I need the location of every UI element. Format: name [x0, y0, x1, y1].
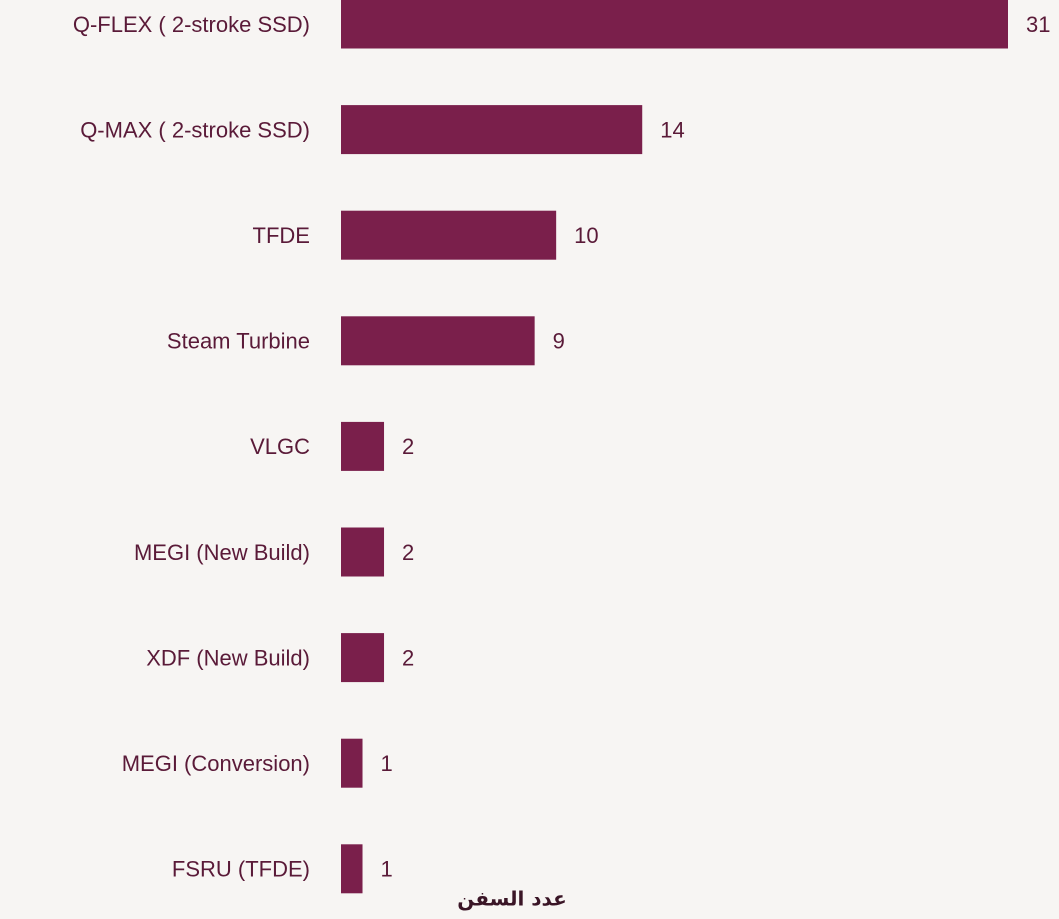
- y-tick-label: FSRU (TFDE): [172, 857, 310, 882]
- bar: [341, 105, 643, 155]
- y-tick-label: TFDE: [253, 223, 310, 248]
- bar: [341, 527, 385, 577]
- bar: [341, 738, 363, 788]
- bar: [341, 316, 535, 366]
- bar: [341, 0, 1008, 49]
- y-tick-label: Q-MAX ( 2-stroke SSD): [80, 117, 310, 142]
- bar: [341, 633, 385, 683]
- y-tick-label: VLGC: [250, 434, 310, 459]
- data-label: 14: [660, 117, 684, 142]
- data-label: 1: [381, 857, 393, 882]
- data-label: 1: [381, 751, 393, 776]
- y-tick-label: Q-FLEX ( 2-stroke SSD): [73, 12, 310, 37]
- y-tick-label: Steam Turbine: [167, 329, 310, 354]
- x-axis-title: عدد السفن: [457, 887, 567, 911]
- bar: [341, 421, 385, 471]
- bar: [341, 210, 557, 260]
- y-tick-label: MEGI (Conversion): [122, 751, 310, 776]
- data-label: 9: [553, 329, 565, 354]
- y-tick-label: MEGI (New Build): [134, 540, 310, 565]
- data-label: 2: [402, 645, 414, 670]
- data-label: 2: [402, 434, 414, 459]
- data-label: 2: [402, 540, 414, 565]
- data-label: 10: [574, 223, 598, 248]
- bar: [341, 844, 363, 894]
- y-tick-label: XDF (New Build): [146, 645, 310, 670]
- data-label: 31: [1026, 12, 1050, 37]
